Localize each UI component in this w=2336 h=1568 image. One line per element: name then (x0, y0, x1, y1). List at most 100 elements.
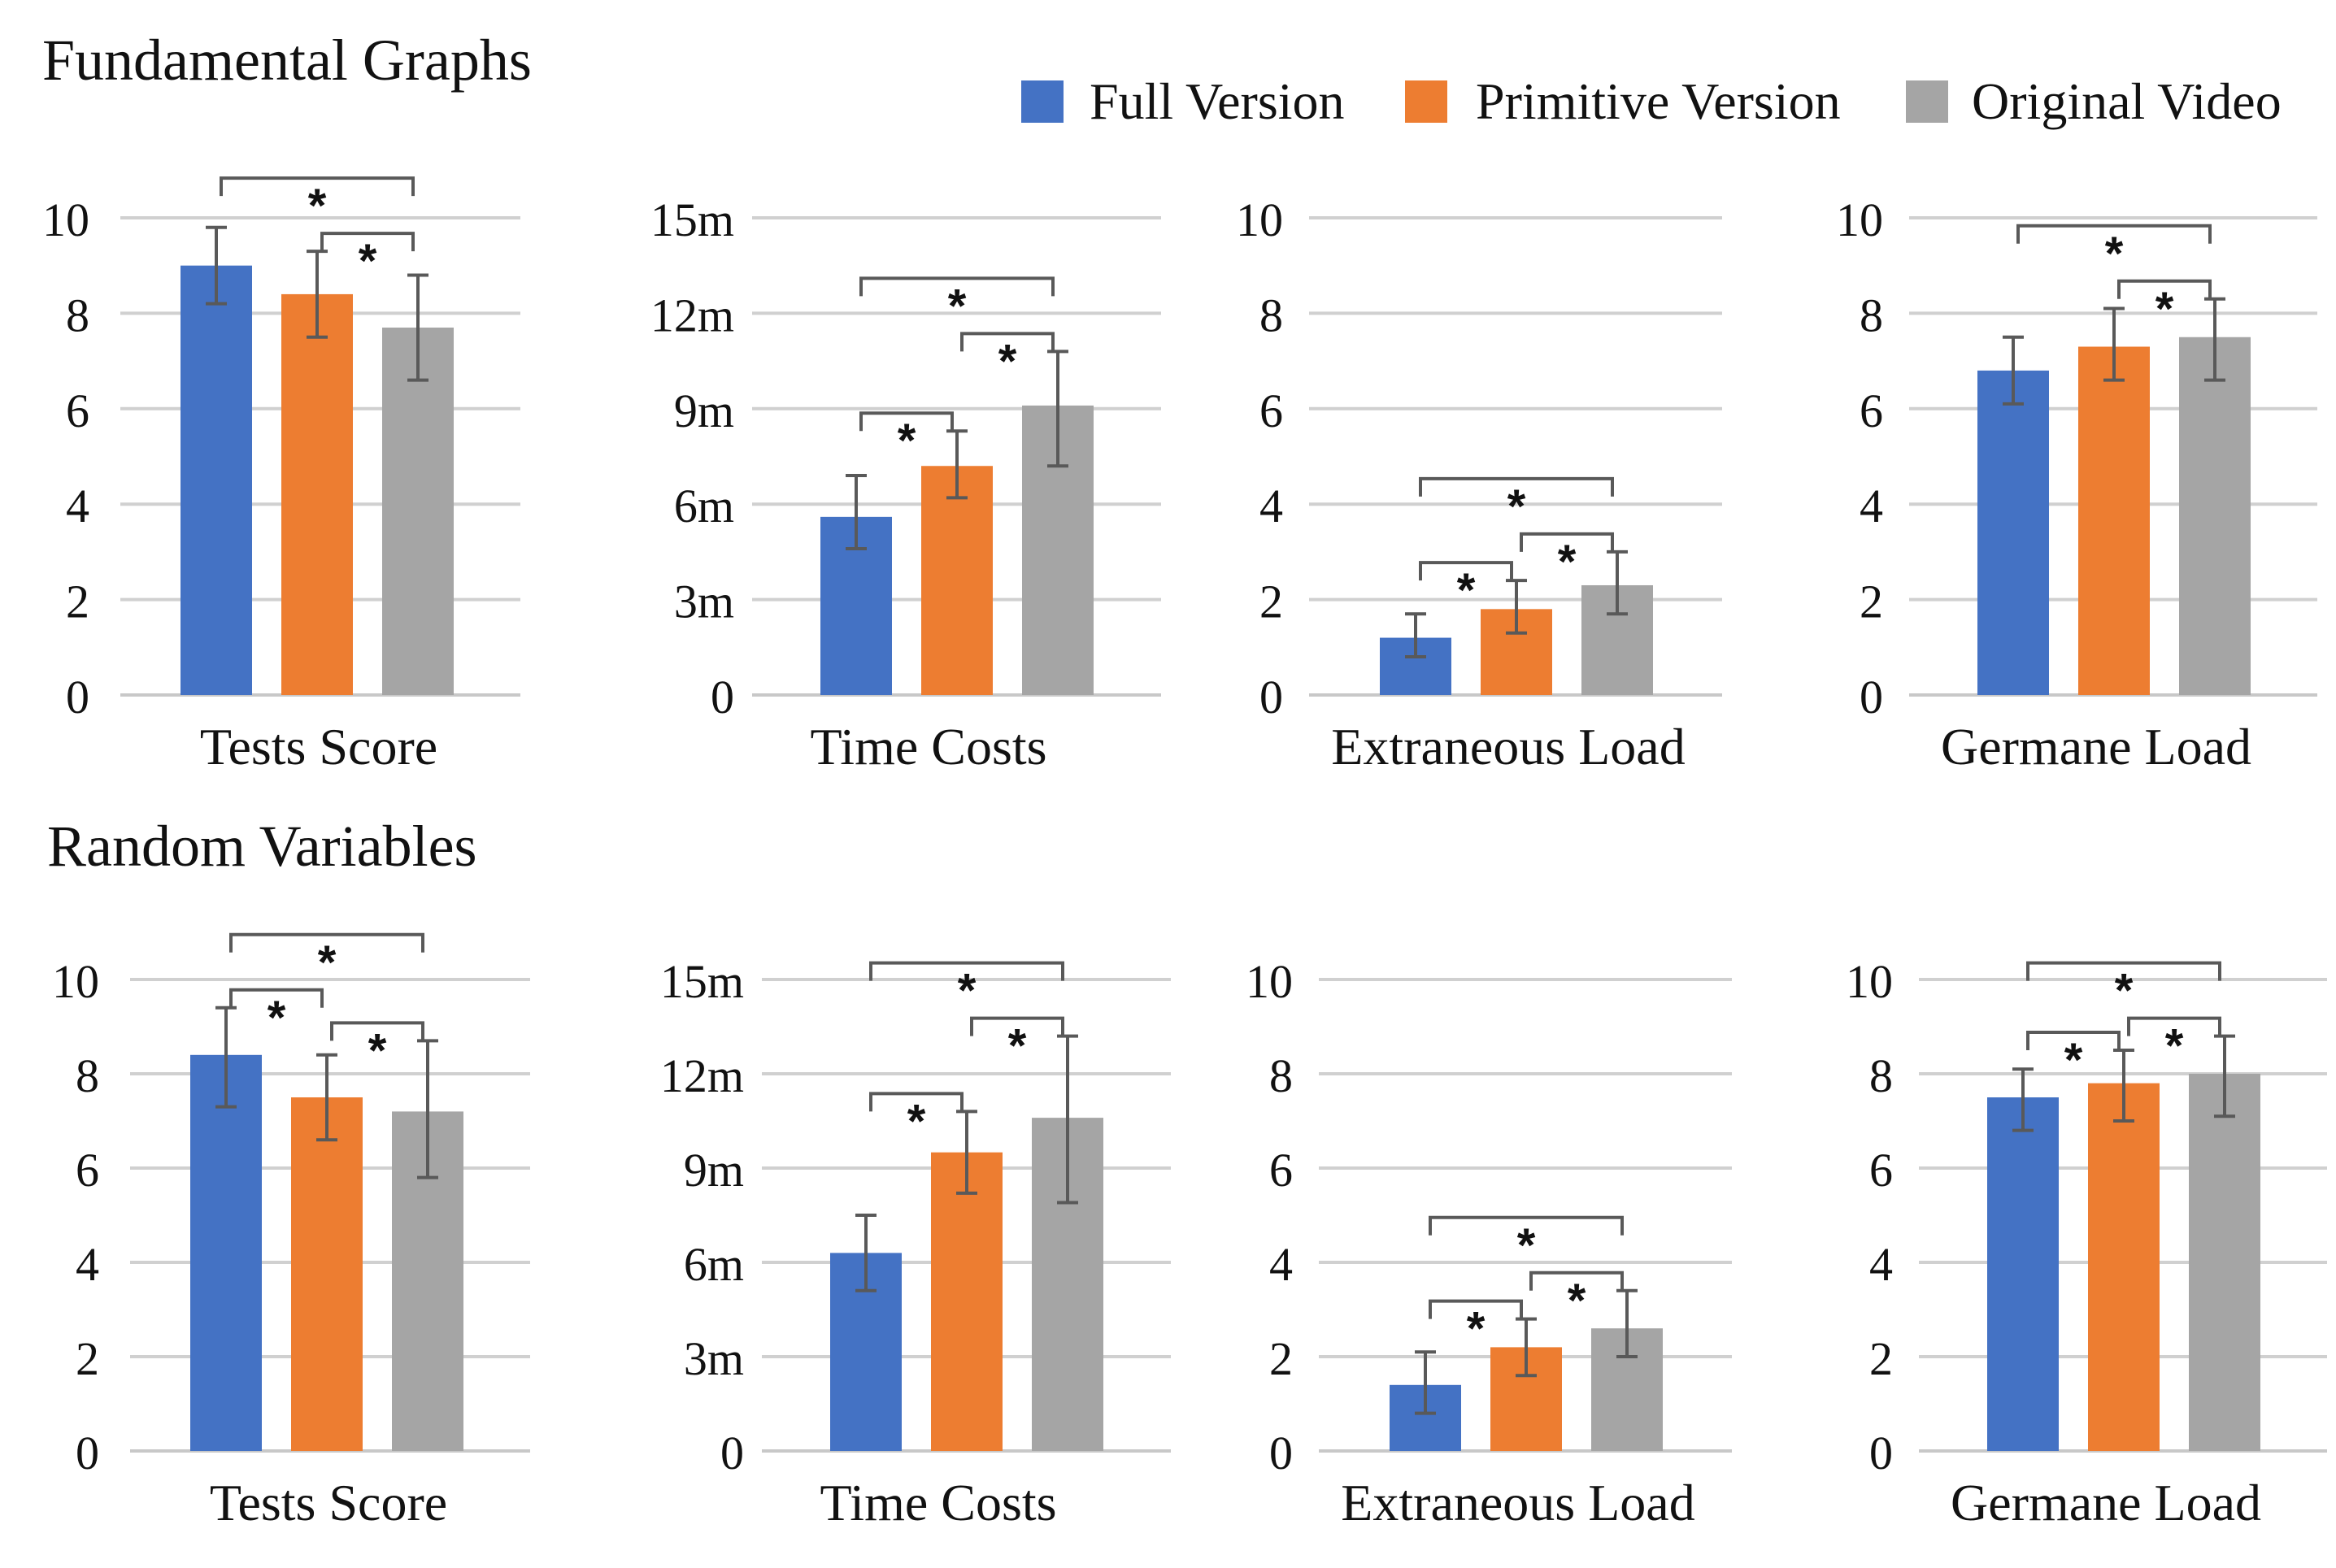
legend-entry: Full Version (1021, 72, 1345, 130)
bracket-line (1429, 1215, 1624, 1236)
significance-bracket: * (2127, 1016, 2221, 1073)
bracket-line (1419, 561, 1513, 581)
significance-star: * (958, 965, 977, 1018)
x-axis-label: Germane Load (1951, 1474, 2261, 1531)
significance-star: * (1558, 536, 1577, 589)
x-axis-label: Tests Score (210, 1474, 447, 1531)
y-tick-label: 4 (1259, 480, 1283, 532)
y-tick-label: 15m (660, 955, 744, 1008)
y-tick-label: 9m (674, 384, 734, 437)
y-tick-label: 9m (684, 1144, 744, 1197)
y-tick-label: 15m (650, 193, 734, 246)
chart-panel: 0 2 4 6 8 10 * * * Germane Load (1846, 955, 2327, 1531)
x-axis-label: Time Costs (820, 1474, 1056, 1531)
x-axis-label: Germane Load (1941, 718, 2251, 775)
y-tick-label: 0 (1269, 1427, 1293, 1479)
y-tick-label: 12m (650, 289, 734, 341)
y-tick-label: 6 (1860, 384, 1883, 437)
bracket-line (2117, 279, 2212, 299)
y-tick-label: 2 (66, 576, 89, 628)
chart-panel: 0 2 4 6 8 10 * * * Tests Score (52, 932, 530, 1531)
x-axis-label: Extraneous Load (1341, 1474, 1694, 1531)
significance-star: * (1467, 1303, 1486, 1356)
bar (1977, 370, 2049, 695)
error-bar (2214, 1034, 2235, 1118)
significance-star: * (368, 1024, 387, 1077)
significance-star: * (268, 992, 286, 1045)
significance-star: * (1507, 480, 1526, 533)
bracket-line (330, 1021, 424, 1041)
legend: Full Version Primitive Version Original Vi… (1021, 72, 2282, 130)
error-bar (1506, 579, 1527, 635)
significance-star: * (998, 335, 1017, 388)
y-tick-label: 4 (1860, 480, 1883, 532)
significance-bracket: * (869, 1092, 964, 1148)
error-bar (956, 1110, 977, 1195)
chart-panel: 0 2 4 6 8 10 * * Tests Score (42, 176, 520, 775)
y-tick-label: 10 (1846, 955, 1893, 1008)
significance-bracket: * (970, 1016, 1064, 1073)
legend-swatch (1405, 80, 1447, 123)
bracket-line (960, 332, 1055, 352)
significance-bracket: * (1429, 1299, 1523, 1356)
y-tick-label: 8 (1869, 1049, 1893, 1102)
bar (1987, 1097, 2059, 1451)
bar (921, 466, 993, 695)
y-tick-label: 8 (1860, 289, 1883, 341)
charts: 0 2 4 6 8 10 * * Tests Score 0 3m 6m 9m 12m 15m * * * Time… (42, 176, 2327, 1531)
significance-bracket: * (1529, 1270, 1624, 1327)
bracket-line (859, 276, 1055, 297)
legend-label: Original Video (1972, 72, 2282, 130)
legend-entry: Primitive Version (1405, 72, 1841, 130)
y-tick-label: 2 (1869, 1332, 1893, 1385)
error-bar (417, 1039, 438, 1179)
significance-bracket: * (869, 961, 1064, 1018)
y-tick-label: 10 (42, 193, 89, 246)
significance-bracket: * (1429, 1215, 1624, 1272)
y-tick-label: 0 (1869, 1427, 1893, 1479)
y-tick-label: 0 (66, 671, 89, 723)
bracket-line (1520, 532, 1614, 552)
bracket-line (869, 961, 1064, 981)
bracket-line (2026, 1031, 2121, 1050)
legend-entry: Original Video (1906, 72, 2282, 130)
error-bar (1047, 350, 1068, 468)
significance-bracket: * (229, 988, 324, 1045)
significance-star: * (2105, 228, 2124, 280)
significance-bracket: * (330, 1021, 424, 1077)
legend-label: Primitive Version (1476, 72, 1841, 130)
bracket-line (1419, 476, 1614, 497)
error-bar (855, 1214, 877, 1292)
y-tick-label: 2 (1860, 576, 1883, 628)
section-title-random: Random Variables (47, 814, 477, 879)
bracket-line (320, 232, 415, 252)
significance-bracket: * (859, 276, 1055, 332)
y-tick-label: 4 (1869, 1238, 1893, 1291)
y-tick-label: 4 (1269, 1238, 1293, 1291)
bar (382, 328, 454, 695)
error-bar (1607, 549, 1628, 616)
y-tick-label: 10 (1236, 193, 1283, 246)
error-bar (1516, 1317, 1537, 1378)
significance-bracket: * (1419, 561, 1513, 617)
bar (291, 1097, 363, 1451)
significance-bracket: * (2117, 279, 2212, 336)
y-tick-label: 0 (76, 1427, 99, 1479)
bar (281, 293, 353, 695)
y-tick-label: 0 (720, 1427, 744, 1479)
y-tick-label: 8 (76, 1049, 99, 1102)
significance-star: * (907, 1095, 926, 1148)
legend-swatch (1021, 80, 1064, 123)
significance-bracket: * (1520, 532, 1614, 589)
significance-bracket: * (320, 232, 415, 288)
x-axis-label: Tests Score (200, 718, 437, 775)
bar (931, 1152, 1003, 1451)
error-bar (407, 273, 428, 382)
significance-star: * (1568, 1275, 1586, 1327)
significance-bracket: * (1419, 476, 1614, 533)
y-tick-label: 0 (1860, 671, 1883, 723)
significance-bracket: * (2016, 224, 2212, 280)
significance-star: * (2165, 1020, 2184, 1073)
y-tick-label: 3m (684, 1332, 744, 1385)
